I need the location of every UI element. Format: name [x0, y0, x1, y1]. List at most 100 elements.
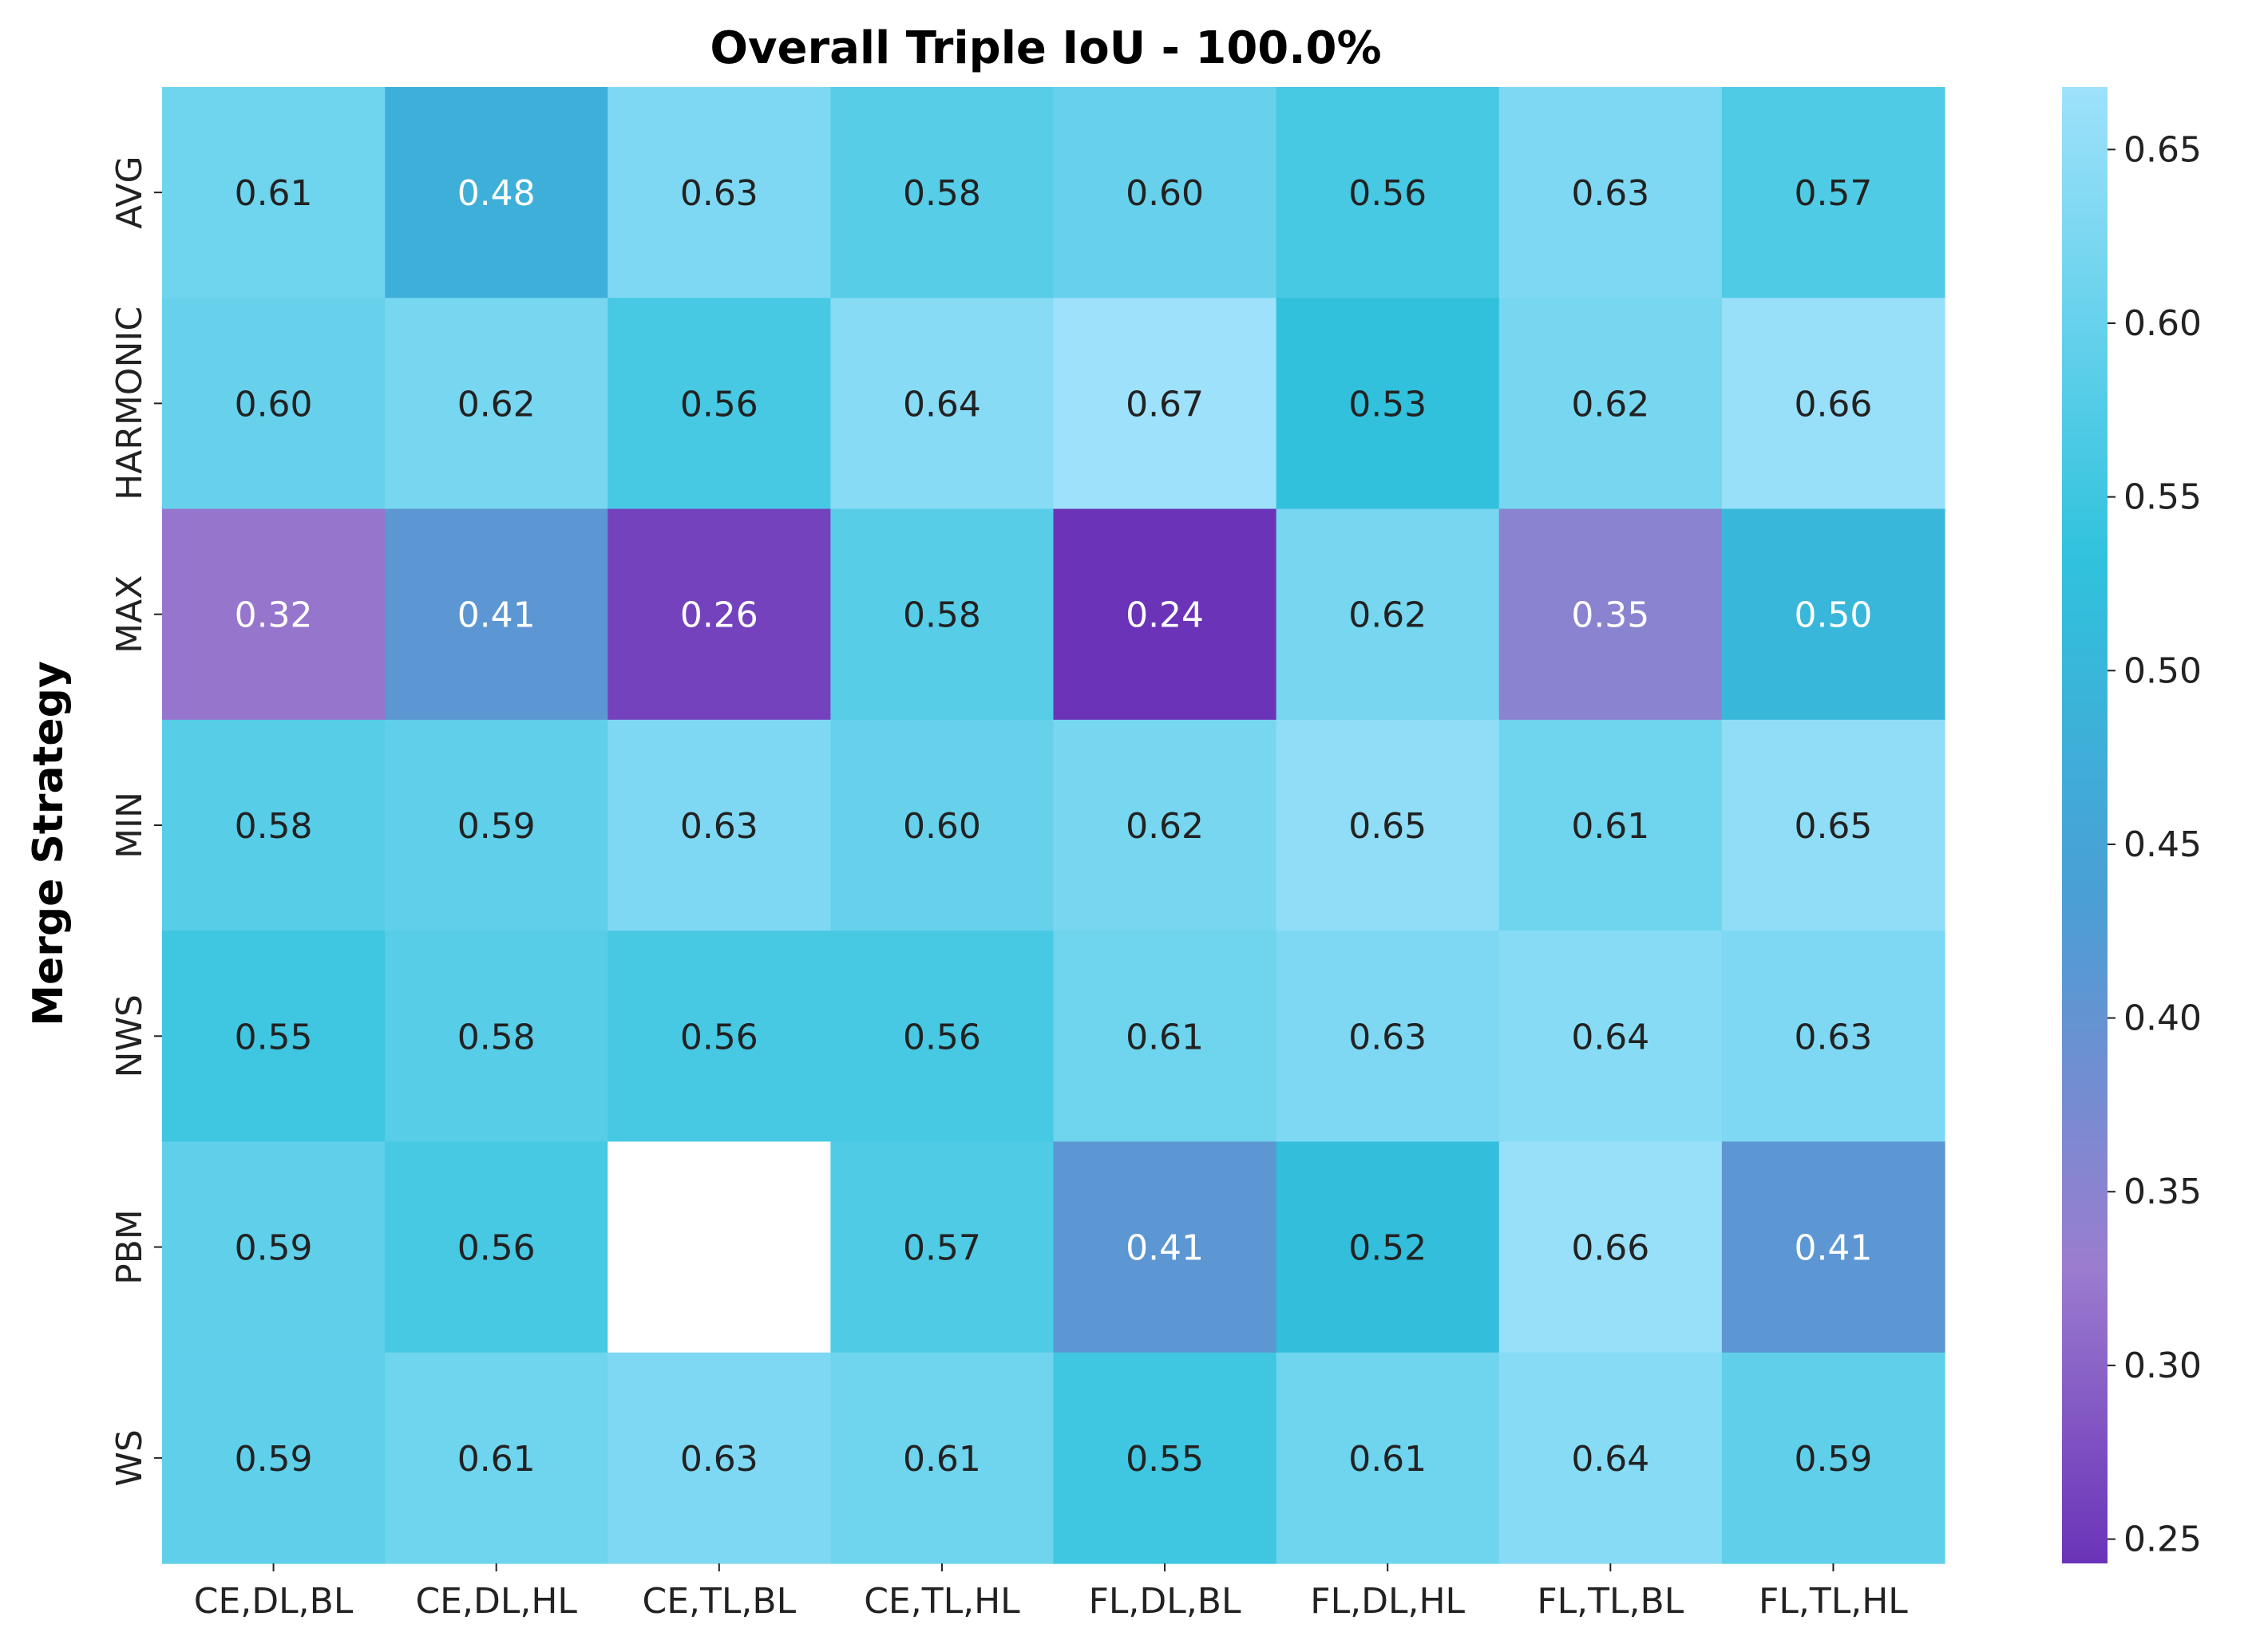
heatmap-cell: [1498, 87, 1723, 298]
cell-value-label: 0.66: [1794, 384, 1872, 425]
x-tick-label: CE,TL,HL: [864, 1581, 1020, 1622]
x-tick-labels: CE,DL,BL CE,DL,HL CE,TL,BL CE,TL,HL FL,DL,BL…: [194, 1563, 1908, 1622]
y-tick-label: HARMONIC: [109, 306, 150, 500]
cell-value-label: 0.64: [903, 384, 981, 425]
heatmap-cell: [162, 931, 386, 1143]
x-tick-label: FL,DL,BL: [1089, 1581, 1241, 1622]
cell-value-label: 0.59: [235, 1228, 313, 1269]
cell-value-label: 0.63: [1794, 1017, 1872, 1057]
colorbar-gradient: [2062, 87, 2108, 1563]
y-tick-label: WS: [109, 1429, 150, 1486]
cell-value-label: 0.41: [1794, 1228, 1872, 1269]
cell-value-label: 0.56: [680, 1017, 758, 1057]
heatmap-cell: [1498, 1352, 1723, 1564]
cell-value-label: 0.52: [1348, 1228, 1427, 1269]
cell-value-label: 0.65: [1348, 806, 1427, 847]
heatmap-cell: [385, 1352, 608, 1564]
heatmap-cell: [162, 719, 386, 931]
cell-value-label: 0.64: [1571, 1439, 1649, 1480]
colorbar-tick-label: 0.35: [2123, 1172, 2202, 1212]
heatmap-cell: [1276, 298, 1500, 510]
heatmap-cell: [1053, 719, 1277, 931]
cell-value-label: 0.55: [1126, 1439, 1204, 1480]
cell-value-label: 0.60: [235, 384, 313, 425]
colorbar-tick-label: 0.60: [2123, 303, 2202, 344]
heatmap-cell: [1721, 87, 1945, 298]
heatmap-cell-empty: [608, 1141, 831, 1354]
heatmap-cell: [1721, 1352, 1945, 1564]
y-tick-label: AVG: [109, 156, 150, 228]
heatmap-cells: 0.61 0.48 0.63 0.58 0.60 0.56 0.63 0.57 0.60 0.62…: [162, 87, 1945, 1564]
heatmap-cell: [1053, 1141, 1277, 1354]
cell-value-label: 0.56: [680, 384, 758, 425]
y-tick-label: PBM: [109, 1209, 150, 1285]
y-tick-labels: AVG HARMONIC MAX MIN NWS PBM WS: [109, 156, 162, 1487]
cell-value-label: 0.50: [1794, 595, 1872, 636]
cell-value-label: 0.58: [457, 1017, 536, 1057]
heatmap-cell: [385, 508, 608, 721]
cell-value-label: 0.61: [457, 1439, 536, 1480]
heatmap-cell: [1053, 1352, 1277, 1564]
cell-value-label: 0.60: [903, 806, 981, 847]
heatmap-cell: [1053, 508, 1277, 721]
heatmap-cell: [162, 508, 386, 721]
heatmap-cell: [385, 719, 608, 931]
cell-value-label: 0.59: [235, 1439, 313, 1480]
cell-value-label: 0.58: [235, 806, 313, 847]
colorbar-tick-label: 0.65: [2123, 129, 2202, 170]
colorbar-tick-label: 0.45: [2123, 824, 2202, 865]
cell-value-label: 0.53: [1348, 384, 1427, 425]
cell-value-label: 0.62: [457, 384, 536, 425]
heatmap-cell: [1721, 298, 1945, 510]
cell-value-label: 0.57: [903, 1228, 981, 1269]
heatmap-cell: [385, 1141, 608, 1354]
heatmap-cell: [385, 931, 608, 1143]
colorbar-tick-label: 0.50: [2123, 650, 2202, 691]
cell-value-label: 0.32: [235, 595, 313, 636]
cell-value-label: 0.56: [457, 1228, 536, 1269]
y-tick-label: MAX: [109, 575, 150, 654]
cell-value-label: 0.60: [1126, 173, 1204, 214]
cell-value-label: 0.55: [235, 1017, 313, 1057]
cell-value-label: 0.59: [457, 806, 536, 847]
cell-value-label: 0.61: [1348, 1439, 1427, 1480]
heatmap-cell: [1053, 931, 1277, 1143]
heatmap-cell: [1498, 931, 1723, 1143]
cell-value-label: 0.58: [903, 173, 981, 214]
cell-value-label: 0.63: [680, 1439, 758, 1480]
cell-value-label: 0.65: [1794, 806, 1872, 847]
cell-value-label: 0.63: [680, 173, 758, 214]
y-tick-label: MIN: [109, 792, 150, 859]
cell-value-label: 0.63: [1348, 1017, 1427, 1057]
heatmap-cell: [1276, 1352, 1500, 1564]
cell-value-label: 0.67: [1126, 384, 1204, 425]
cell-value-label: 0.41: [457, 595, 536, 636]
y-tick-label: NWS: [109, 994, 150, 1077]
x-tick-label: FL,TL,HL: [1759, 1581, 1908, 1622]
cell-value-label: 0.62: [1348, 595, 1427, 636]
cell-value-label: 0.56: [903, 1017, 981, 1057]
cell-value-label: 0.59: [1794, 1439, 1872, 1480]
y-axis-label: Merge Strategy: [25, 661, 73, 1026]
cell-value-label: 0.61: [903, 1439, 981, 1480]
colorbar-ticks: 0.25 0.30 0.35 0.40 0.45 0.50 0.55 0.60 0.65: [2108, 129, 2202, 1560]
cell-value-label: 0.64: [1571, 1017, 1649, 1057]
heatmap-cell: [1276, 1141, 1500, 1354]
heatmap-cell: [608, 931, 831, 1143]
heatmap-cell: [162, 1141, 386, 1354]
heatmap-cell: [608, 87, 831, 298]
heatmap-cell: [1498, 298, 1723, 510]
colorbar: 0.25 0.30 0.35 0.40 0.45 0.50 0.55 0.60 0.65: [2062, 87, 2202, 1563]
colorbar-tick-label: 0.40: [2123, 998, 2202, 1039]
heatmap-cell: [830, 1352, 1055, 1564]
cell-value-label: 0.24: [1126, 595, 1204, 636]
cell-value-label: 0.35: [1571, 595, 1649, 636]
heatmap-cell: [1276, 719, 1500, 931]
colorbar-tick-label: 0.25: [2123, 1520, 2202, 1560]
cell-value-label: 0.58: [903, 595, 981, 636]
heatmap-cell: [1498, 1141, 1723, 1354]
cell-value-label: 0.56: [1348, 173, 1427, 214]
heatmap-cell: [1498, 719, 1723, 931]
cell-value-label: 0.61: [235, 173, 313, 214]
